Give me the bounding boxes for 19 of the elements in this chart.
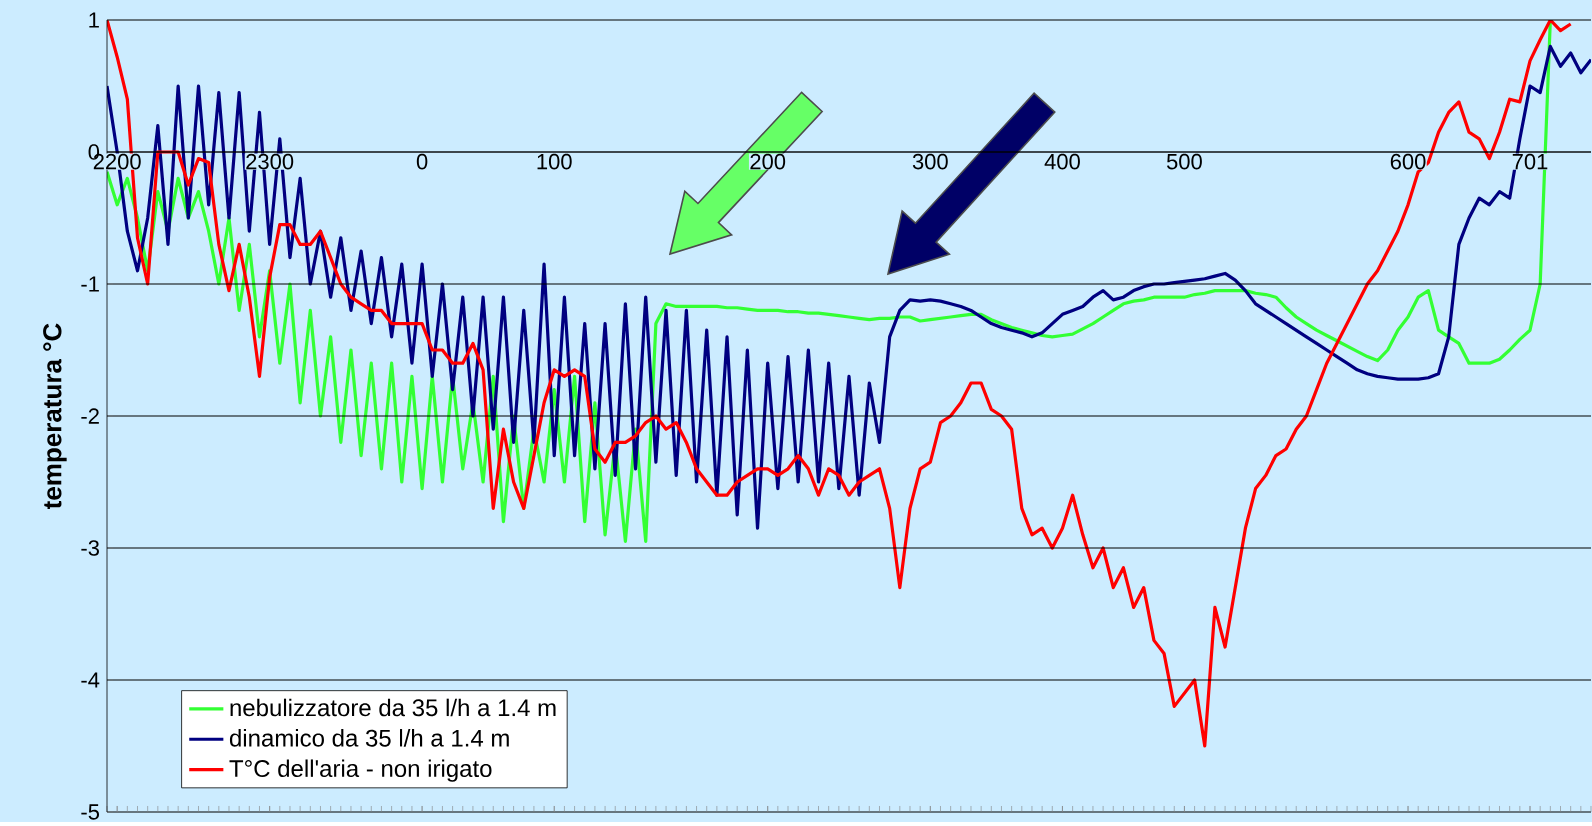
y-tick-label: -5 — [81, 804, 99, 820]
x-tick-label: 400 — [1044, 153, 1080, 170]
x-tick-label: 701 — [1512, 153, 1548, 170]
x-tick-label: 600 — [1390, 153, 1426, 170]
y-axis-title: temperatura °C — [43, 323, 67, 509]
x-tick-label: 2300 — [246, 153, 294, 170]
y-tick-label: 1 — [89, 12, 99, 28]
legend-label: T°C dell'aria - non irigato — [229, 759, 492, 782]
x-tick-label: 500 — [1166, 153, 1202, 170]
x-tick-label: 200 — [750, 153, 786, 170]
y-tick-label: -4 — [81, 672, 100, 688]
x-tick-label: 300 — [912, 153, 948, 170]
y-tick-label: -2 — [81, 408, 99, 424]
legend-label: nebulizzatore da 35 l/h a 1.4 m — [230, 698, 556, 717]
y-tick-label: -3 — [81, 540, 99, 556]
y-tick-label: -1 — [81, 276, 99, 292]
x-tick-label: 100 — [537, 153, 572, 170]
x-tick-label: 0 — [416, 153, 428, 170]
legend-label: dinamico da 35 l/h a 1.4 m — [229, 728, 509, 747]
